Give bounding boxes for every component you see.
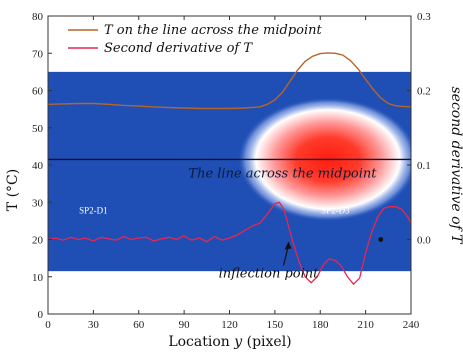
x-axis-ticks: 0 30 60 90 120 150 180 210 240 xyxy=(45,16,420,331)
y-right-tick-label: 0.3 xyxy=(417,11,431,23)
x-tick-label: 30 xyxy=(88,319,100,331)
x-tick-label: 60 xyxy=(133,319,145,331)
marker-point xyxy=(378,237,384,242)
region-label-left: SP2-D1 xyxy=(79,205,108,215)
x-axis-label-unit: (pixel) xyxy=(242,334,291,350)
x-tick-label: 210 xyxy=(357,319,374,331)
y-left-tick-label: 60 xyxy=(32,86,44,98)
x-axis-label-text: Location xyxy=(168,334,234,350)
y-axis-right-ticks: 0.0 0.1 0.2 0.3 xyxy=(407,11,431,247)
y-axis-right-label: second derivative of T xyxy=(448,87,463,246)
y-left-tick-label: 80 xyxy=(32,11,44,23)
y-left-tick-label: 20 xyxy=(32,235,44,247)
region-label-right: SP2-D3 xyxy=(321,205,350,215)
x-axis-label: Location y (pixel) xyxy=(168,334,291,350)
y-left-tick-label: 70 xyxy=(32,48,44,60)
series-line-second-derivative xyxy=(47,201,412,286)
y-left-tick-label: 30 xyxy=(32,197,44,209)
y-left-tick-label: 50 xyxy=(32,123,44,135)
legend-label-second-derivative: Second derivative of T xyxy=(104,41,253,56)
x-axis-label-variable: y xyxy=(233,334,243,350)
y-axis-left-ticks: 0 10 20 30 40 50 60 70 80 xyxy=(32,11,52,321)
x-tick-label: 120 xyxy=(221,319,238,331)
x-tick-label: 150 xyxy=(267,319,284,331)
legend-label-temperature: T on the line across the midpoint xyxy=(104,23,323,38)
x-tick-label: 180 xyxy=(312,319,329,331)
y-left-tick-label: 40 xyxy=(32,160,44,172)
inflection-arrow-head xyxy=(284,241,292,250)
y-right-tick-label: 0.2 xyxy=(417,86,431,98)
y-left-tick-label: 10 xyxy=(32,272,44,284)
inflection-point-label: inflection point xyxy=(219,267,320,282)
y-right-tick-label: 0.0 xyxy=(417,235,431,247)
x-tick-label: 90 xyxy=(179,319,191,331)
x-tick-label: 240 xyxy=(403,319,420,331)
series-line-temperature xyxy=(47,52,412,110)
y-right-tick-label: 0.1 xyxy=(417,160,431,172)
legend: T on the line across the midpoint Second… xyxy=(68,23,323,56)
y-left-tick-label: 0 xyxy=(38,309,44,321)
midpoint-line-label: The line across the midpoint xyxy=(188,166,377,181)
x-tick-label: 0 xyxy=(45,319,51,331)
y-axis-left-label: T (°C) xyxy=(5,169,21,211)
